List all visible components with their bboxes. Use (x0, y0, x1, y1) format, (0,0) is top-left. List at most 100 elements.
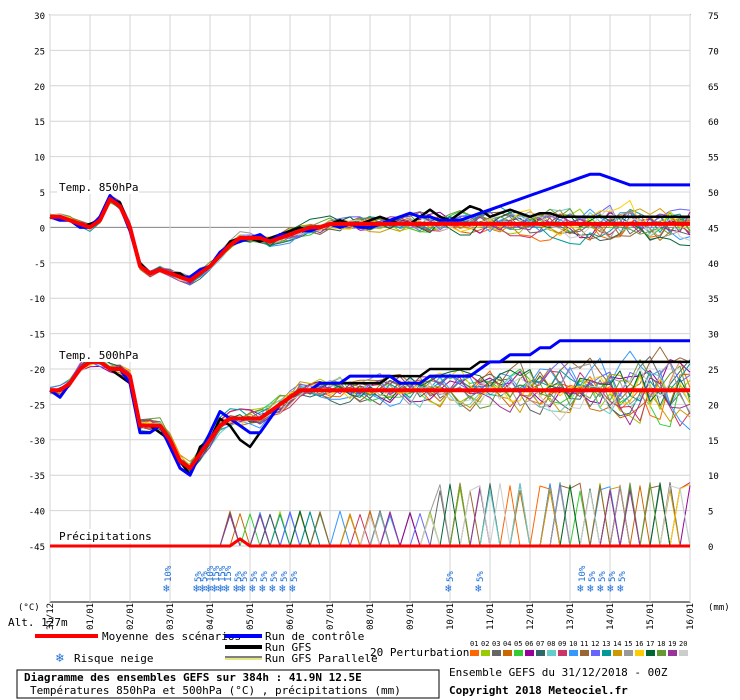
perturbation-id-label: 08 (547, 640, 555, 648)
snow-risk-percent: 5% (260, 571, 270, 582)
snow-risk-percent: 5% (618, 571, 628, 582)
snow-risk-percent: 10% (578, 565, 588, 582)
perturbation-id-label: 19 (668, 640, 676, 648)
x-tick-label: 08/01 (366, 603, 376, 630)
run-info: Ensemble GEFS du 31/12/2018 - 00Z (449, 666, 668, 679)
left-tick-label: 15 (34, 118, 45, 128)
perturbation-swatch (514, 650, 523, 656)
snowflake-icon: ❄ (55, 651, 64, 666)
x-tick-label: 04/01 (206, 603, 216, 630)
snowflake-icon: ❄ (193, 582, 200, 595)
chart-subtitle: Températures 850hPa et 500hPa (°C) , pré… (30, 684, 401, 697)
main-series (49, 172, 690, 548)
left-tick-label: 25 (34, 47, 45, 57)
snowflake-icon: ❄ (607, 582, 614, 595)
x-tick-label: 31/12 (46, 603, 56, 630)
perturbation-swatch (558, 650, 567, 656)
snowflake-icon: ❄ (259, 582, 266, 595)
snowflake-icon: ❄ (223, 582, 230, 595)
perturbation-id-label: 15 (624, 640, 632, 648)
x-tick-label: 14/01 (606, 603, 616, 630)
perturbation-swatch (547, 650, 556, 656)
snowflake-icon: ❄ (445, 582, 452, 595)
perturbation-id-label: 16 (635, 640, 643, 648)
snow-risk-percent: 10% (164, 565, 174, 582)
snowflake-icon: ❄ (205, 582, 212, 595)
left-tick-label: -35 (29, 472, 45, 482)
x-tick-label: 07/01 (326, 603, 336, 630)
perturbation-id-label: 11 (580, 640, 588, 648)
perturbation-swatch (492, 650, 501, 656)
snow-risk-percent: 5% (234, 571, 244, 582)
snowflake-icon: ❄ (163, 582, 170, 595)
snowflake-icon: ❄ (249, 582, 256, 595)
right-tick-label: 60 (708, 118, 719, 128)
perturbation-id-label: 04 (503, 640, 511, 648)
snow-risk-percent: 5% (598, 571, 608, 582)
perturbation-line (49, 358, 691, 470)
x-tick-label: 03/01 (166, 603, 176, 630)
snow-risk-percent: 5% (240, 571, 250, 582)
snowflake-icon: ❄ (617, 582, 624, 595)
right-tick-label: 40 (708, 260, 719, 270)
right-tick-label: 35 (708, 295, 719, 305)
t850-label: Temp. 850hPa (59, 181, 138, 194)
precip-label: Précipitations (59, 530, 152, 543)
snow-risk-percent: 5% (608, 571, 618, 582)
x-axis: 31/12 01/01 02/01 03/01 04/01 05/01 06/01 07/01… (46, 603, 696, 630)
snowflake-icon: ❄ (289, 582, 296, 595)
perturbation-id-label: 09 (558, 640, 566, 648)
snow-risk-percent: 5% (200, 571, 210, 582)
perturbation-swatch (635, 650, 644, 656)
right-tick-label: 50 (708, 189, 719, 199)
t500-gfs-line (50, 360, 690, 477)
right-tick-label: 25 (708, 366, 719, 376)
right-tick-label: 55 (708, 154, 719, 164)
perturbation-id-label: 20 (679, 640, 687, 648)
x-tick-label: 10/01 (446, 603, 456, 630)
perturbation-swatch (602, 650, 611, 656)
legend-mean-label: Moyenne des scénarios (102, 630, 241, 643)
perturbation-id-label: 03 (492, 640, 500, 648)
left-tick-label: 30 (34, 12, 45, 22)
perturbation-swatch (624, 650, 633, 656)
perturbation-swatch (591, 650, 600, 656)
right-tick-label: 15 (708, 437, 719, 447)
legend-gfs-parallel-label: Run GFS Parallele (265, 652, 378, 665)
perturbation-swatch (525, 650, 534, 656)
snow-risk-percent: 5% (194, 571, 204, 582)
grid (49, 14, 691, 602)
copyright: Copyright 2018 Meteociel.fr (449, 684, 628, 697)
right-tick-label: 5 (708, 508, 713, 518)
snow-risk-percent: 5% (280, 571, 290, 582)
perturbation-id-label: 05 (514, 640, 522, 648)
x-tick-label: 05/01 (246, 603, 256, 630)
snowflake-icon: ❄ (199, 582, 206, 595)
perturbation-id-label: 06 (525, 640, 533, 648)
t850-label-bg (57, 180, 139, 194)
perturbation-swatch (668, 650, 677, 656)
title-box (16, 669, 440, 699)
x-tick-label: 02/01 (126, 603, 136, 630)
precip-label-bg (57, 529, 149, 543)
perturbation-swatch (679, 650, 688, 656)
left-tick-label: -30 (29, 437, 45, 447)
right-axis-unit: (mm) (708, 603, 730, 613)
left-tick-label: 20 (34, 83, 45, 93)
t500-label: Temp. 500hPa (59, 349, 138, 362)
x-tick-label: 11/01 (486, 603, 496, 630)
x-tick-label: 06/01 (286, 603, 296, 630)
left-tick-label: 10 (34, 154, 45, 164)
perturbation-swatch (470, 650, 479, 656)
snowflake-icon: ❄ (269, 582, 276, 595)
snow-risk-percent: 5% (476, 571, 486, 582)
right-tick-label: 70 (708, 47, 719, 57)
left-tick-label: -45 (29, 543, 45, 553)
snowflake-icon: ❄ (211, 582, 218, 595)
t500-control-line (49, 339, 690, 477)
snowflake-icon: ❄ (217, 582, 224, 595)
left-tick-label: -15 (29, 331, 45, 341)
left-tick-label: -10 (29, 295, 45, 305)
left-tick-label: -40 (29, 508, 45, 518)
snow-risk-percent: 5% (290, 571, 300, 582)
